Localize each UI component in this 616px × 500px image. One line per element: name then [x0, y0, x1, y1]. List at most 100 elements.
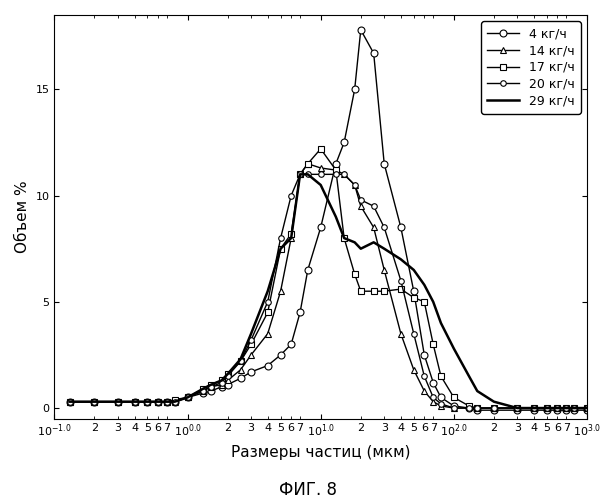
4 кг/ч — [570, 407, 578, 413]
17 кг/ч — [397, 286, 405, 292]
14 кг/ч — [429, 398, 437, 404]
17 кг/ч — [351, 271, 359, 277]
4 кг/ч — [248, 369, 255, 375]
17 кг/ч — [474, 405, 481, 411]
29 кг/ч — [304, 172, 312, 177]
20 кг/ч — [317, 172, 325, 177]
4 кг/ч — [317, 224, 325, 230]
29 кг/ч — [155, 398, 162, 404]
4 кг/ч — [332, 160, 339, 166]
4 кг/ч — [114, 398, 121, 404]
17 кг/ч — [543, 405, 551, 411]
17 кг/ч — [277, 246, 285, 252]
17 кг/ч — [554, 405, 561, 411]
Line: 4 кг/ч: 4 кг/ч — [66, 26, 591, 413]
17 кг/ч — [490, 405, 498, 411]
29 кг/ч — [543, 405, 551, 411]
20 кг/ч — [332, 172, 339, 177]
17 кг/ч — [570, 405, 578, 411]
4 кг/ч — [410, 288, 418, 294]
Line: 14 кг/ч: 14 кг/ч — [66, 160, 591, 412]
17 кг/ч — [410, 294, 418, 300]
29 кг/ч — [410, 267, 418, 273]
29 кг/ч — [570, 405, 578, 411]
17 кг/ч — [562, 405, 570, 411]
17 кг/ч — [437, 373, 445, 379]
17 кг/ч — [248, 342, 255, 347]
29 кг/ч — [450, 346, 458, 352]
20 кг/ч — [91, 398, 98, 404]
17 кг/ч — [237, 358, 244, 364]
29 кг/ч — [131, 398, 138, 404]
20 кг/ч — [562, 405, 570, 411]
17 кг/ч — [218, 378, 225, 384]
20 кг/ч — [277, 235, 285, 241]
17 кг/ч — [264, 310, 272, 316]
4 кг/ч — [429, 380, 437, 386]
29 кг/ч — [490, 398, 498, 404]
17 кг/ч — [114, 398, 121, 404]
17 кг/ч — [429, 342, 437, 347]
4 кг/ч — [199, 390, 206, 396]
4 кг/ч — [288, 342, 295, 347]
17 кг/ч — [304, 160, 312, 166]
20 кг/ч — [237, 358, 244, 364]
20 кг/ч — [341, 172, 348, 177]
4 кг/ч — [474, 407, 481, 413]
20 кг/ч — [218, 380, 225, 386]
29 кг/ч — [218, 378, 225, 384]
29 кг/ч — [530, 405, 538, 411]
14 кг/ч — [155, 398, 162, 404]
14 кг/ч — [351, 182, 359, 188]
14 кг/ч — [410, 367, 418, 373]
29 кг/ч — [397, 256, 405, 262]
29 кг/ч — [199, 386, 206, 392]
4 кг/ч — [296, 310, 304, 316]
29 кг/ч — [437, 320, 445, 326]
Y-axis label: Объем %: Объем % — [15, 180, 30, 253]
20 кг/ч — [465, 405, 472, 411]
4 кг/ч — [351, 86, 359, 92]
29 кг/ч — [224, 371, 232, 377]
17 кг/ч — [66, 398, 73, 404]
29 кг/ч — [332, 214, 339, 220]
29 кг/ч — [208, 382, 215, 388]
14 кг/ч — [437, 403, 445, 409]
4 кг/ч — [155, 398, 162, 404]
20 кг/ч — [421, 373, 428, 379]
4 кг/ч — [543, 407, 551, 413]
20 кг/ч — [514, 405, 521, 411]
4 кг/ч — [370, 50, 378, 56]
17 кг/ч — [144, 398, 151, 404]
29 кг/ч — [66, 398, 73, 404]
17 кг/ч — [465, 403, 472, 409]
4 кг/ч — [224, 382, 232, 388]
4 кг/ч — [562, 407, 570, 413]
Line: 20 кг/ч: 20 кг/ч — [67, 172, 590, 411]
29 кг/ч — [171, 398, 179, 404]
17 кг/ч — [131, 398, 138, 404]
20 кг/ч — [450, 405, 458, 411]
4 кг/ч — [381, 160, 388, 166]
20 кг/ч — [171, 398, 179, 404]
29 кг/ч — [184, 394, 191, 400]
4 кг/ч — [514, 407, 521, 413]
17 кг/ч — [341, 235, 348, 241]
14 кг/ч — [66, 398, 73, 404]
14 кг/ч — [264, 330, 272, 336]
4 кг/ч — [583, 407, 591, 413]
17 кг/ч — [370, 288, 378, 294]
4 кг/ч — [171, 398, 179, 404]
29 кг/ч — [514, 405, 521, 411]
14 кг/ч — [237, 367, 244, 373]
17 кг/ч — [514, 405, 521, 411]
17 кг/ч — [184, 394, 191, 400]
20 кг/ч — [264, 299, 272, 305]
29 кг/ч — [357, 246, 365, 252]
14 кг/ч — [91, 398, 98, 404]
20 кг/ч — [304, 172, 312, 177]
14 кг/ч — [397, 330, 405, 336]
20 кг/ч — [155, 398, 162, 404]
14 кг/ч — [530, 405, 538, 411]
17 кг/ч — [208, 382, 215, 388]
